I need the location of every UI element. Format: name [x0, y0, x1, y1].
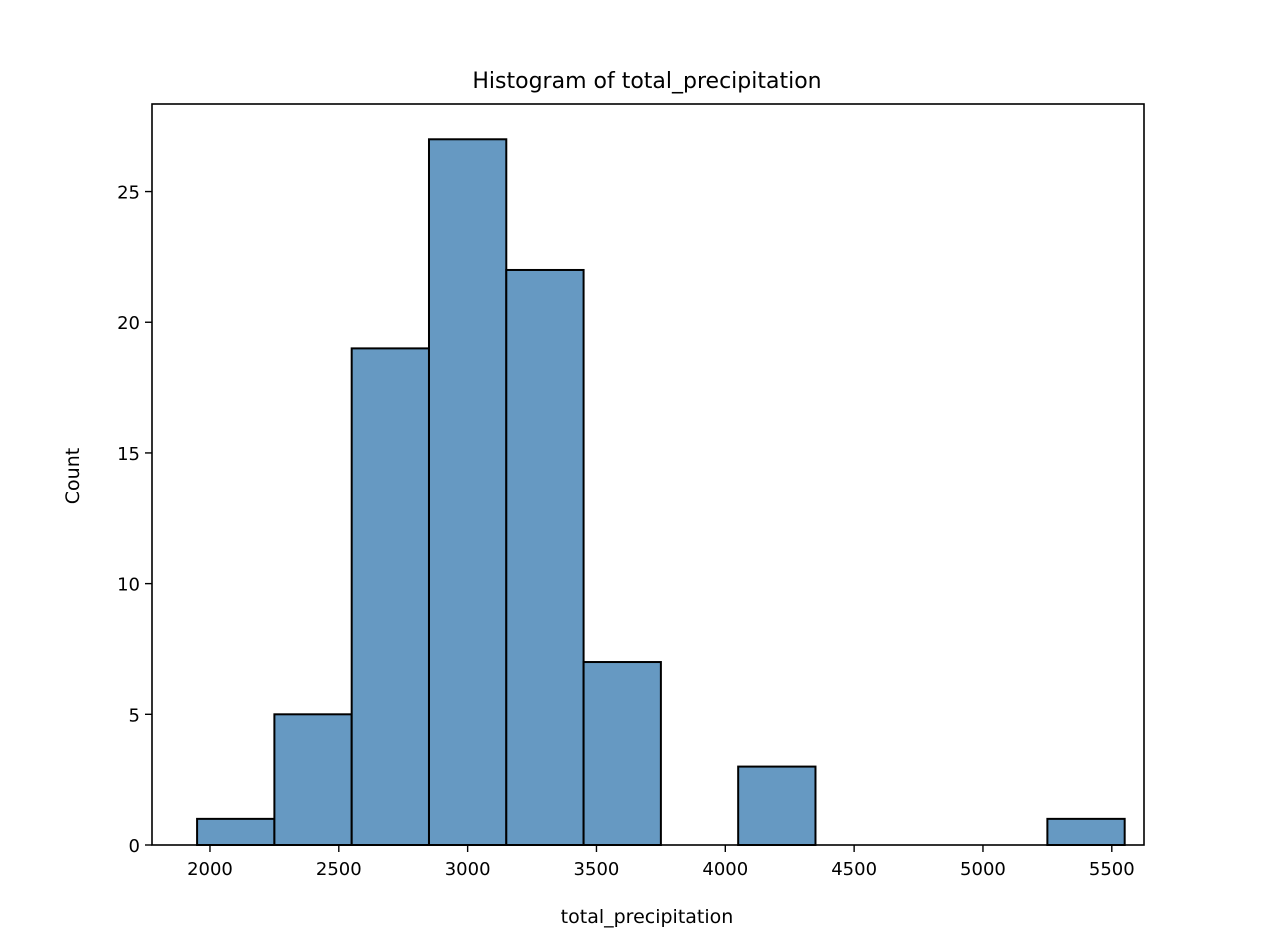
x-tick-label-5: 4500 — [831, 859, 877, 880]
plot-area-frame — [151, 103, 1145, 846]
y-axis-label: Count — [62, 448, 84, 504]
y-tick-label-2: 10 — [117, 575, 140, 596]
x-tick-label-7: 5500 — [1089, 859, 1135, 880]
histogram-bar-0 — [196, 817, 276, 846]
x-tick-label-0: 2000 — [187, 859, 233, 880]
y-tick-label-1: 5 — [129, 705, 140, 726]
x-tick-label-3: 3500 — [574, 859, 620, 880]
y-tick-label-3: 15 — [117, 444, 140, 465]
histogram-bar-3 — [427, 138, 508, 847]
histogram-bar-5 — [582, 661, 662, 847]
x-tick-label-4: 4000 — [702, 859, 748, 880]
y-tick-label-0: 0 — [129, 836, 140, 857]
histogram-bar-7 — [737, 765, 817, 846]
y-tick-label-5: 25 — [117, 183, 140, 204]
histogram-bar-4 — [505, 268, 585, 846]
chart-title: Histogram of total_precipitation — [472, 69, 821, 94]
bars-group — [196, 138, 1126, 847]
x-tick-label-6: 5000 — [960, 859, 1006, 880]
x-axis-ticks: 2000 2500 3000 3500 4000 4500 5000 5500 — [187, 845, 1135, 880]
x-tick-label-2: 3000 — [445, 859, 491, 880]
y-tick-label-4: 20 — [117, 313, 140, 334]
x-axis-label: total_precipitation — [561, 906, 734, 928]
x-tick-label-1: 2500 — [316, 859, 362, 880]
y-axis-ticks: 0 5 10 15 20 25 — [117, 183, 152, 857]
histogram-bar-2 — [350, 347, 430, 846]
histogram-bar-11 — [1046, 817, 1126, 846]
histogram-bar-1 — [273, 713, 353, 847]
